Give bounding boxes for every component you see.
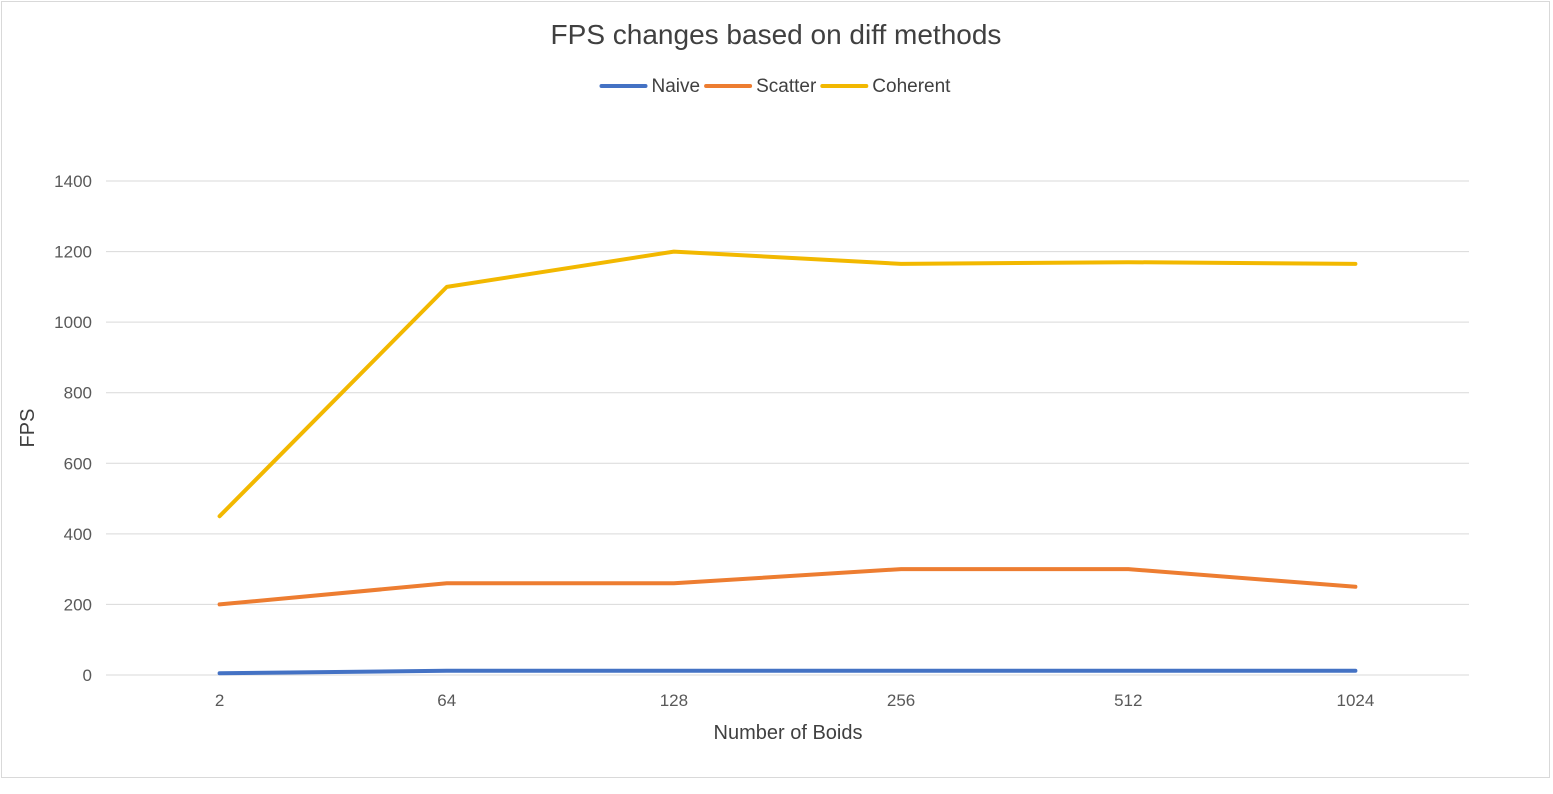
- y-tick-label: 800: [64, 384, 92, 403]
- x-tick-label: 512: [1114, 691, 1142, 710]
- legend: Naive Scatter Coherent: [599, 76, 951, 97]
- gridlines: [106, 180, 1469, 676]
- legend-label: Scatter: [756, 76, 817, 97]
- x-tick-label: 128: [660, 691, 688, 710]
- series-line-coherent: [217, 249, 1358, 519]
- y-tick-label: 0: [83, 666, 92, 685]
- series-lines: [217, 249, 1358, 676]
- y-tick-label: 400: [64, 525, 92, 544]
- legend-label: Coherent: [872, 76, 951, 97]
- x-axis-title: Number of Boids: [714, 722, 863, 744]
- y-tick-label: 1400: [54, 172, 92, 191]
- series-line-scatter: [217, 567, 1358, 607]
- series-line-naive: [217, 668, 1358, 676]
- legend-item-coherent: Coherent: [820, 76, 951, 97]
- x-tick-label: 2: [215, 691, 224, 710]
- chart-frame: [1, 1, 1550, 778]
- chart-title: FPS changes based on diff methods: [551, 19, 1002, 50]
- y-axis-ticks: 0 200 400 600 800 1000 1200 1400: [54, 172, 92, 685]
- legend-label: Naive: [652, 76, 701, 97]
- x-tick-label: 256: [887, 691, 915, 710]
- x-axis-ticks: 2 64 128 256 512 1024: [215, 691, 1374, 710]
- y-axis-title: FPS: [17, 409, 39, 448]
- y-tick-label: 1000: [54, 313, 92, 332]
- legend-item-naive: Naive: [599, 76, 701, 97]
- y-tick-label: 600: [64, 454, 92, 473]
- y-tick-label: 200: [64, 595, 92, 614]
- y-tick-label: 1200: [54, 243, 92, 262]
- legend-item-scatter: Scatter: [704, 76, 817, 97]
- x-tick-label: 1024: [1337, 691, 1375, 710]
- x-tick-label: 64: [437, 691, 456, 710]
